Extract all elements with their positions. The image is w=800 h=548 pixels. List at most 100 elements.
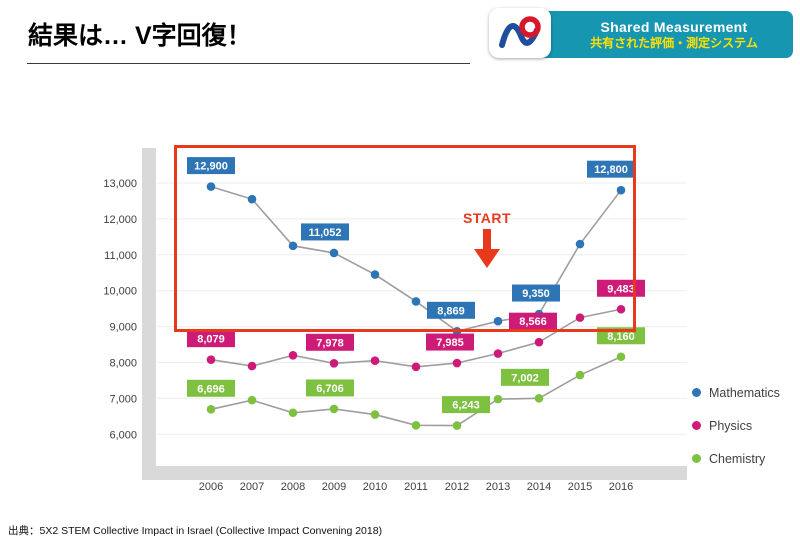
y-tick-label: 9,000 bbox=[109, 322, 137, 334]
org-logo-icon bbox=[489, 8, 551, 58]
data-point bbox=[575, 370, 585, 380]
data-label: 6,706 bbox=[316, 383, 344, 395]
series-line-physics bbox=[210, 308, 622, 368]
x-tick-label: 2015 bbox=[568, 481, 592, 493]
badge-title-ja: 共有された評価・測定システム bbox=[590, 35, 758, 50]
data-point bbox=[370, 356, 380, 366]
data-point bbox=[329, 248, 339, 258]
data-point bbox=[206, 182, 216, 191]
data-label-box bbox=[301, 223, 349, 241]
y-axis-band bbox=[142, 148, 156, 480]
y-tick-label: 7,000 bbox=[109, 393, 137, 405]
data-label-box bbox=[187, 330, 235, 348]
y-tick-label: 6,000 bbox=[109, 429, 137, 441]
legend-label: Physics bbox=[709, 418, 753, 433]
x-tick-label: 2012 bbox=[445, 481, 469, 493]
data-label: 7,985 bbox=[436, 337, 464, 349]
data-point bbox=[452, 358, 462, 368]
data-label-box bbox=[306, 379, 354, 397]
data-label: 6,243 bbox=[452, 400, 480, 412]
data-point bbox=[575, 239, 585, 249]
x-tick-label: 2016 bbox=[609, 481, 633, 493]
x-tick-label: 2008 bbox=[281, 481, 305, 493]
data-point bbox=[616, 185, 626, 195]
data-label: 9,483 bbox=[607, 283, 635, 295]
legend-item-physics: Physics bbox=[692, 409, 780, 442]
legend-dot bbox=[692, 454, 701, 463]
data-point bbox=[206, 405, 216, 414]
badge-title-en: Shared Measurement bbox=[600, 18, 748, 35]
data-label: 12,900 bbox=[194, 161, 228, 173]
start-arrow-icon bbox=[474, 229, 500, 268]
data-point bbox=[206, 355, 216, 364]
data-point bbox=[288, 408, 298, 418]
data-point bbox=[616, 352, 626, 362]
x-axis-band bbox=[142, 466, 687, 480]
data-label-box bbox=[426, 333, 474, 351]
y-tick-label: 11,000 bbox=[104, 250, 137, 262]
start-annotation: START bbox=[451, 210, 523, 269]
data-point bbox=[411, 362, 421, 372]
data-point bbox=[411, 297, 421, 306]
x-tick-label: 2009 bbox=[322, 481, 346, 493]
data-point bbox=[575, 313, 585, 322]
legend-label: Mathematics bbox=[709, 385, 780, 400]
legend-label: Chemistry bbox=[709, 451, 766, 466]
data-label: 7,978 bbox=[316, 337, 344, 349]
data-point bbox=[370, 410, 380, 419]
title-underline bbox=[27, 63, 470, 64]
data-label-box bbox=[442, 396, 490, 414]
y-tick-label: 12,000 bbox=[103, 214, 137, 226]
data-point bbox=[288, 351, 298, 360]
legend-item-mathematics: Mathematics bbox=[692, 376, 780, 409]
x-tick-label: 2013 bbox=[486, 481, 510, 493]
data-point bbox=[411, 421, 421, 430]
data-point bbox=[370, 270, 380, 279]
data-label: 7,002 bbox=[511, 372, 539, 384]
data-point bbox=[493, 316, 503, 326]
x-tick-label: 2006 bbox=[199, 481, 223, 493]
x-tick-label: 2014 bbox=[527, 481, 551, 493]
y-tick-label: 10,000 bbox=[103, 286, 137, 298]
x-tick-label: 2007 bbox=[240, 481, 264, 493]
shared-measurement-badge: Shared Measurement 共有された評価・測定システム bbox=[505, 11, 793, 58]
data-label: 9,350 bbox=[522, 288, 550, 300]
org-logo-graphic bbox=[499, 16, 541, 48]
data-point bbox=[452, 421, 462, 430]
chart-svg: 6,000 7,000 8,000 9,000 10,000 11,000 12,000 13… bbox=[103, 148, 687, 493]
chart-legend: Mathematics Physics Chemistry bbox=[692, 376, 780, 475]
y-tick-label: 13,000 bbox=[103, 178, 137, 190]
data-point bbox=[288, 241, 298, 251]
data-label: 8,566 bbox=[519, 316, 547, 328]
data-point bbox=[534, 394, 544, 403]
y-tick-label: 8,000 bbox=[109, 358, 137, 370]
data-point bbox=[493, 394, 503, 404]
data-label-box bbox=[187, 157, 235, 175]
data-point bbox=[247, 395, 257, 405]
data-label: 8,160 bbox=[607, 331, 635, 343]
data-label: 8,079 bbox=[197, 334, 225, 346]
data-point bbox=[329, 358, 339, 368]
x-tick-label: 2011 bbox=[404, 481, 428, 493]
series-line-mathematics bbox=[210, 185, 622, 333]
data-point bbox=[534, 337, 544, 347]
source-citation: 出典：5X2 STEM Collective Impact in Israel … bbox=[8, 525, 383, 537]
data-label: 8,869 bbox=[437, 305, 465, 317]
start-label: START bbox=[462, 210, 512, 226]
legend-dot bbox=[692, 388, 701, 397]
data-label-box bbox=[306, 333, 354, 351]
x-tick-label: 2010 bbox=[363, 481, 387, 493]
data-label: 11,052 bbox=[308, 227, 341, 239]
data-label-box bbox=[187, 379, 235, 397]
legend-dot bbox=[692, 421, 701, 430]
data-label-box bbox=[512, 284, 560, 302]
data-label-box bbox=[509, 312, 557, 330]
data-label: 6,696 bbox=[197, 383, 225, 395]
legend-item-chemistry: Chemistry bbox=[692, 442, 780, 475]
data-point bbox=[329, 404, 339, 414]
data-point bbox=[247, 361, 257, 371]
data-label-box bbox=[501, 368, 549, 386]
data-label-box bbox=[427, 301, 475, 319]
data-point bbox=[247, 194, 257, 204]
